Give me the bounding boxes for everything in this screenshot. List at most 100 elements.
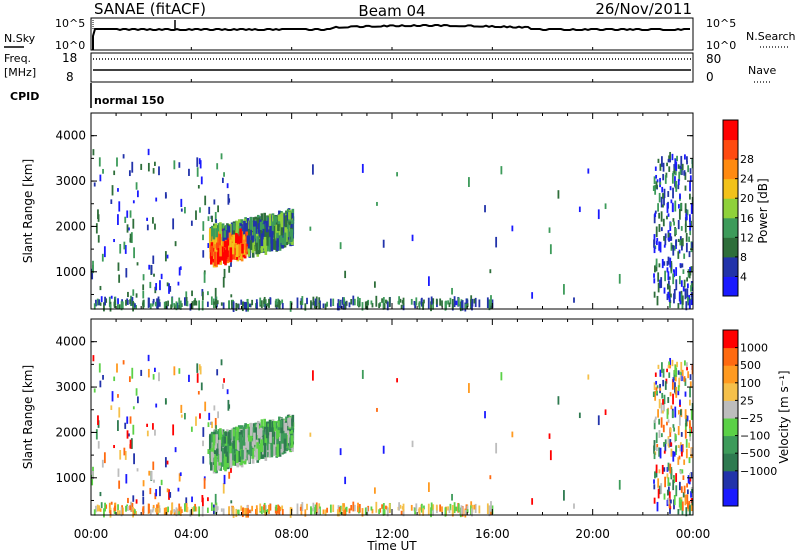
velocity-cell xyxy=(679,371,682,381)
power-cell xyxy=(163,301,166,310)
power-cell xyxy=(164,251,167,262)
power-cell xyxy=(672,273,675,285)
velocity-cell xyxy=(655,432,658,444)
velocity-cell xyxy=(466,509,469,513)
velocity-cell xyxy=(122,360,125,365)
velocity-cell xyxy=(226,389,229,395)
velocity-cell xyxy=(105,504,108,509)
power-cell xyxy=(213,301,216,305)
power-cell xyxy=(618,273,621,284)
power-cell xyxy=(260,233,264,247)
velocity-cell xyxy=(432,508,434,516)
power-cell xyxy=(660,227,663,232)
colorbar-swatch xyxy=(723,347,738,366)
power-cell xyxy=(685,214,688,221)
velocity-cell xyxy=(677,444,680,448)
velocity-cell xyxy=(667,364,670,369)
power-cell xyxy=(684,223,687,233)
velocity-cell xyxy=(669,357,672,369)
xtick-label: 20:00 xyxy=(575,527,610,541)
velocity-cell xyxy=(679,399,681,405)
velocity-cell xyxy=(229,445,232,461)
velocity-cell xyxy=(653,479,655,484)
velocity-cell xyxy=(337,508,340,517)
power-cell xyxy=(453,296,456,308)
power-cell xyxy=(265,220,269,233)
velocity-cell xyxy=(466,505,469,510)
power-cell xyxy=(150,265,153,275)
velocity-cell xyxy=(382,506,385,516)
power-cell xyxy=(173,304,176,310)
velocity-cell xyxy=(656,444,659,448)
velocity-cell xyxy=(118,407,121,418)
power-cell xyxy=(240,299,243,305)
velocity-cell xyxy=(136,396,139,404)
power-cell xyxy=(573,297,575,303)
power-cell xyxy=(667,280,670,290)
velocity-cell xyxy=(681,507,684,516)
velocity-cell xyxy=(658,418,661,425)
power-cell xyxy=(239,228,242,245)
power-cell xyxy=(657,203,659,212)
power-cell xyxy=(260,300,263,309)
velocity-cell xyxy=(681,444,684,453)
power-cell xyxy=(686,161,688,165)
power-cell xyxy=(350,298,353,305)
velocity-cell xyxy=(658,429,661,438)
power-cell xyxy=(688,236,690,243)
velocity-cell xyxy=(232,440,236,457)
velocity-cell xyxy=(196,373,199,383)
velocity-cell xyxy=(314,504,317,512)
power-cell xyxy=(348,302,351,308)
velocity-cell xyxy=(117,504,119,511)
colorbar-tick-label: 24 xyxy=(740,173,754,186)
velocity-cell xyxy=(216,448,219,456)
power-cell xyxy=(353,298,356,306)
velocity-cell xyxy=(679,371,682,375)
colorbar-swatch xyxy=(723,178,738,199)
velocity-cell xyxy=(672,393,674,405)
power-cell xyxy=(237,303,239,308)
velocity-cell xyxy=(653,497,656,504)
power-cell xyxy=(191,301,194,310)
velocity-cell xyxy=(223,474,226,485)
ytick-label: 1000 xyxy=(55,471,86,485)
power-cell xyxy=(249,240,253,250)
power-cell xyxy=(146,224,149,231)
velocity-cell xyxy=(220,359,223,366)
velocity-cell xyxy=(451,505,454,515)
power-cell xyxy=(215,219,218,223)
ytick-label: 4000 xyxy=(55,129,86,143)
velocity-cell xyxy=(232,429,236,437)
power-cell xyxy=(203,272,206,283)
power-cell xyxy=(197,185,200,189)
velocity-cell xyxy=(686,483,689,488)
velocity-cell xyxy=(177,487,180,492)
power-cell xyxy=(264,303,267,310)
velocity-cell xyxy=(659,485,661,495)
power-cell xyxy=(213,199,216,205)
velocity-cell xyxy=(202,427,205,437)
velocity-cell xyxy=(268,504,270,514)
power-cell xyxy=(464,303,467,310)
velocity-cell xyxy=(675,387,678,398)
power-cell xyxy=(659,181,662,185)
velocity-cell xyxy=(673,494,676,506)
velocity-cell xyxy=(464,509,467,516)
velocity-cell xyxy=(243,507,246,515)
power-cell xyxy=(663,236,665,241)
velocity-cell xyxy=(441,506,443,513)
power-cell xyxy=(587,168,590,174)
velocity-cell xyxy=(153,479,155,483)
velocity-cell xyxy=(411,440,414,448)
velocity-cell xyxy=(135,388,138,396)
colorbar-swatch xyxy=(723,488,738,507)
velocity-cell xyxy=(165,507,168,515)
velocity-cell xyxy=(236,440,240,450)
power-cell xyxy=(306,297,308,305)
velocity-cell xyxy=(259,445,262,452)
power-cell xyxy=(684,172,687,180)
velocity-cell xyxy=(370,506,373,511)
power-cell xyxy=(660,277,663,288)
velocity-cell xyxy=(382,445,385,454)
